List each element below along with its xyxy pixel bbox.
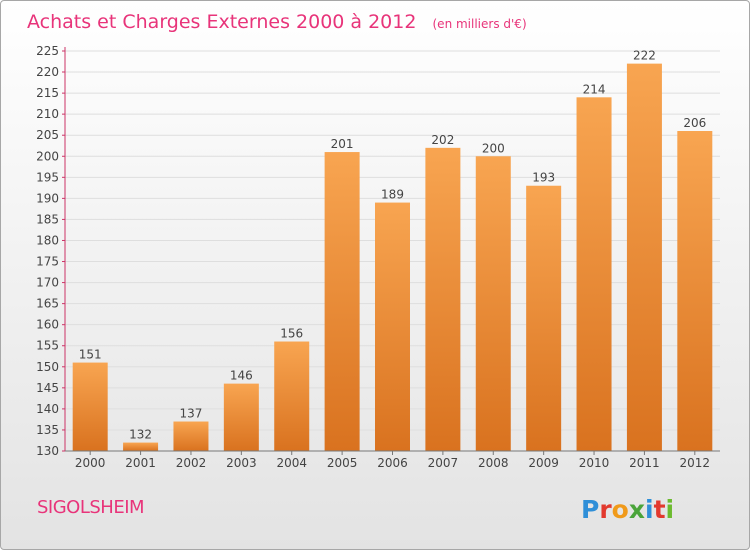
x-tick-label-2005: 2005 — [327, 456, 358, 470]
axes — [62, 47, 720, 455]
y-tick-label: 130 — [36, 444, 59, 458]
x-tick-label-2012: 2012 — [680, 456, 711, 470]
x-tick-label-2003: 2003 — [226, 456, 257, 470]
y-tick-label: 180 — [36, 233, 59, 247]
y-tick-label: 190 — [36, 191, 59, 205]
x-tick-label-2002: 2002 — [176, 456, 207, 470]
bar-2007 — [425, 147, 461, 451]
y-tick-label: 145 — [36, 381, 59, 395]
y-tick-label: 170 — [36, 276, 59, 290]
chart-subtitle: (en milliers d'€) — [433, 17, 527, 31]
x-tick-label-2000: 2000 — [75, 456, 106, 470]
y-tick-label: 135 — [36, 423, 59, 437]
bar-2010 — [576, 97, 612, 451]
labels: 130 135 140 145 150 155 160 165 170 175 180 185 190 1… — [36, 44, 710, 470]
data-label-2010: 214 — [583, 82, 606, 96]
y-tick-label: 155 — [36, 339, 59, 353]
y-tick-label: 195 — [36, 170, 59, 184]
data-label-2003: 146 — [230, 369, 253, 383]
bar-2008 — [475, 156, 511, 451]
data-label-2002: 137 — [180, 407, 203, 421]
bar-2009 — [526, 185, 562, 451]
y-tick-label: 140 — [36, 402, 59, 416]
y-tick-label: 205 — [36, 128, 59, 142]
y-tick-label: 220 — [36, 65, 59, 79]
data-label-2007: 202 — [431, 133, 454, 147]
y-tick-label: 175 — [36, 255, 59, 269]
x-tick-label-2008: 2008 — [478, 456, 509, 470]
x-tick-label-2011: 2011 — [629, 456, 660, 470]
y-tick-label: 215 — [36, 86, 59, 100]
proxiti-logo: Proxiti — [581, 495, 674, 524]
data-label-2006: 189 — [381, 188, 404, 202]
data-label-2005: 201 — [331, 137, 354, 151]
y-tick-label: 150 — [36, 360, 59, 374]
x-tick-label-2004: 2004 — [276, 456, 307, 470]
x-tick-label-2009: 2009 — [528, 456, 559, 470]
town-name: SIGOLSHEIM — [37, 497, 144, 518]
y-tick-label: 165 — [36, 297, 59, 311]
bar-2000 — [72, 362, 108, 451]
x-tick-label-2001: 2001 — [125, 456, 156, 470]
chart-title: Achats et Charges Externes 2000 à 2012 (… — [27, 11, 527, 33]
bar-2002 — [173, 421, 209, 451]
bar-2011 — [626, 63, 662, 451]
bars — [72, 63, 713, 452]
x-tick-label-2006: 2006 — [377, 456, 408, 470]
y-tick-label: 210 — [36, 107, 59, 121]
data-label-2009: 193 — [532, 171, 555, 185]
x-tick-label-2007: 2007 — [428, 456, 459, 470]
data-label-2012: 206 — [683, 116, 706, 130]
data-label-2000: 151 — [79, 348, 102, 362]
y-tick-label: 185 — [36, 212, 59, 226]
bar-2012 — [677, 131, 713, 451]
bar-2006 — [375, 202, 410, 451]
x-tick-label-2010: 2010 — [579, 456, 610, 470]
bar-2004 — [274, 341, 310, 451]
bar-2005 — [324, 152, 360, 452]
data-label-2008: 200 — [482, 141, 505, 155]
y-tick-label: 160 — [36, 318, 59, 332]
bar-2003 — [223, 383, 259, 451]
data-label-2004: 156 — [280, 327, 303, 341]
data-label-2001: 132 — [129, 428, 152, 442]
y-tick-label: 225 — [36, 44, 59, 58]
bar-2001 — [123, 442, 159, 451]
data-label-2011: 222 — [633, 49, 656, 63]
y-tick-label: 200 — [36, 149, 59, 163]
